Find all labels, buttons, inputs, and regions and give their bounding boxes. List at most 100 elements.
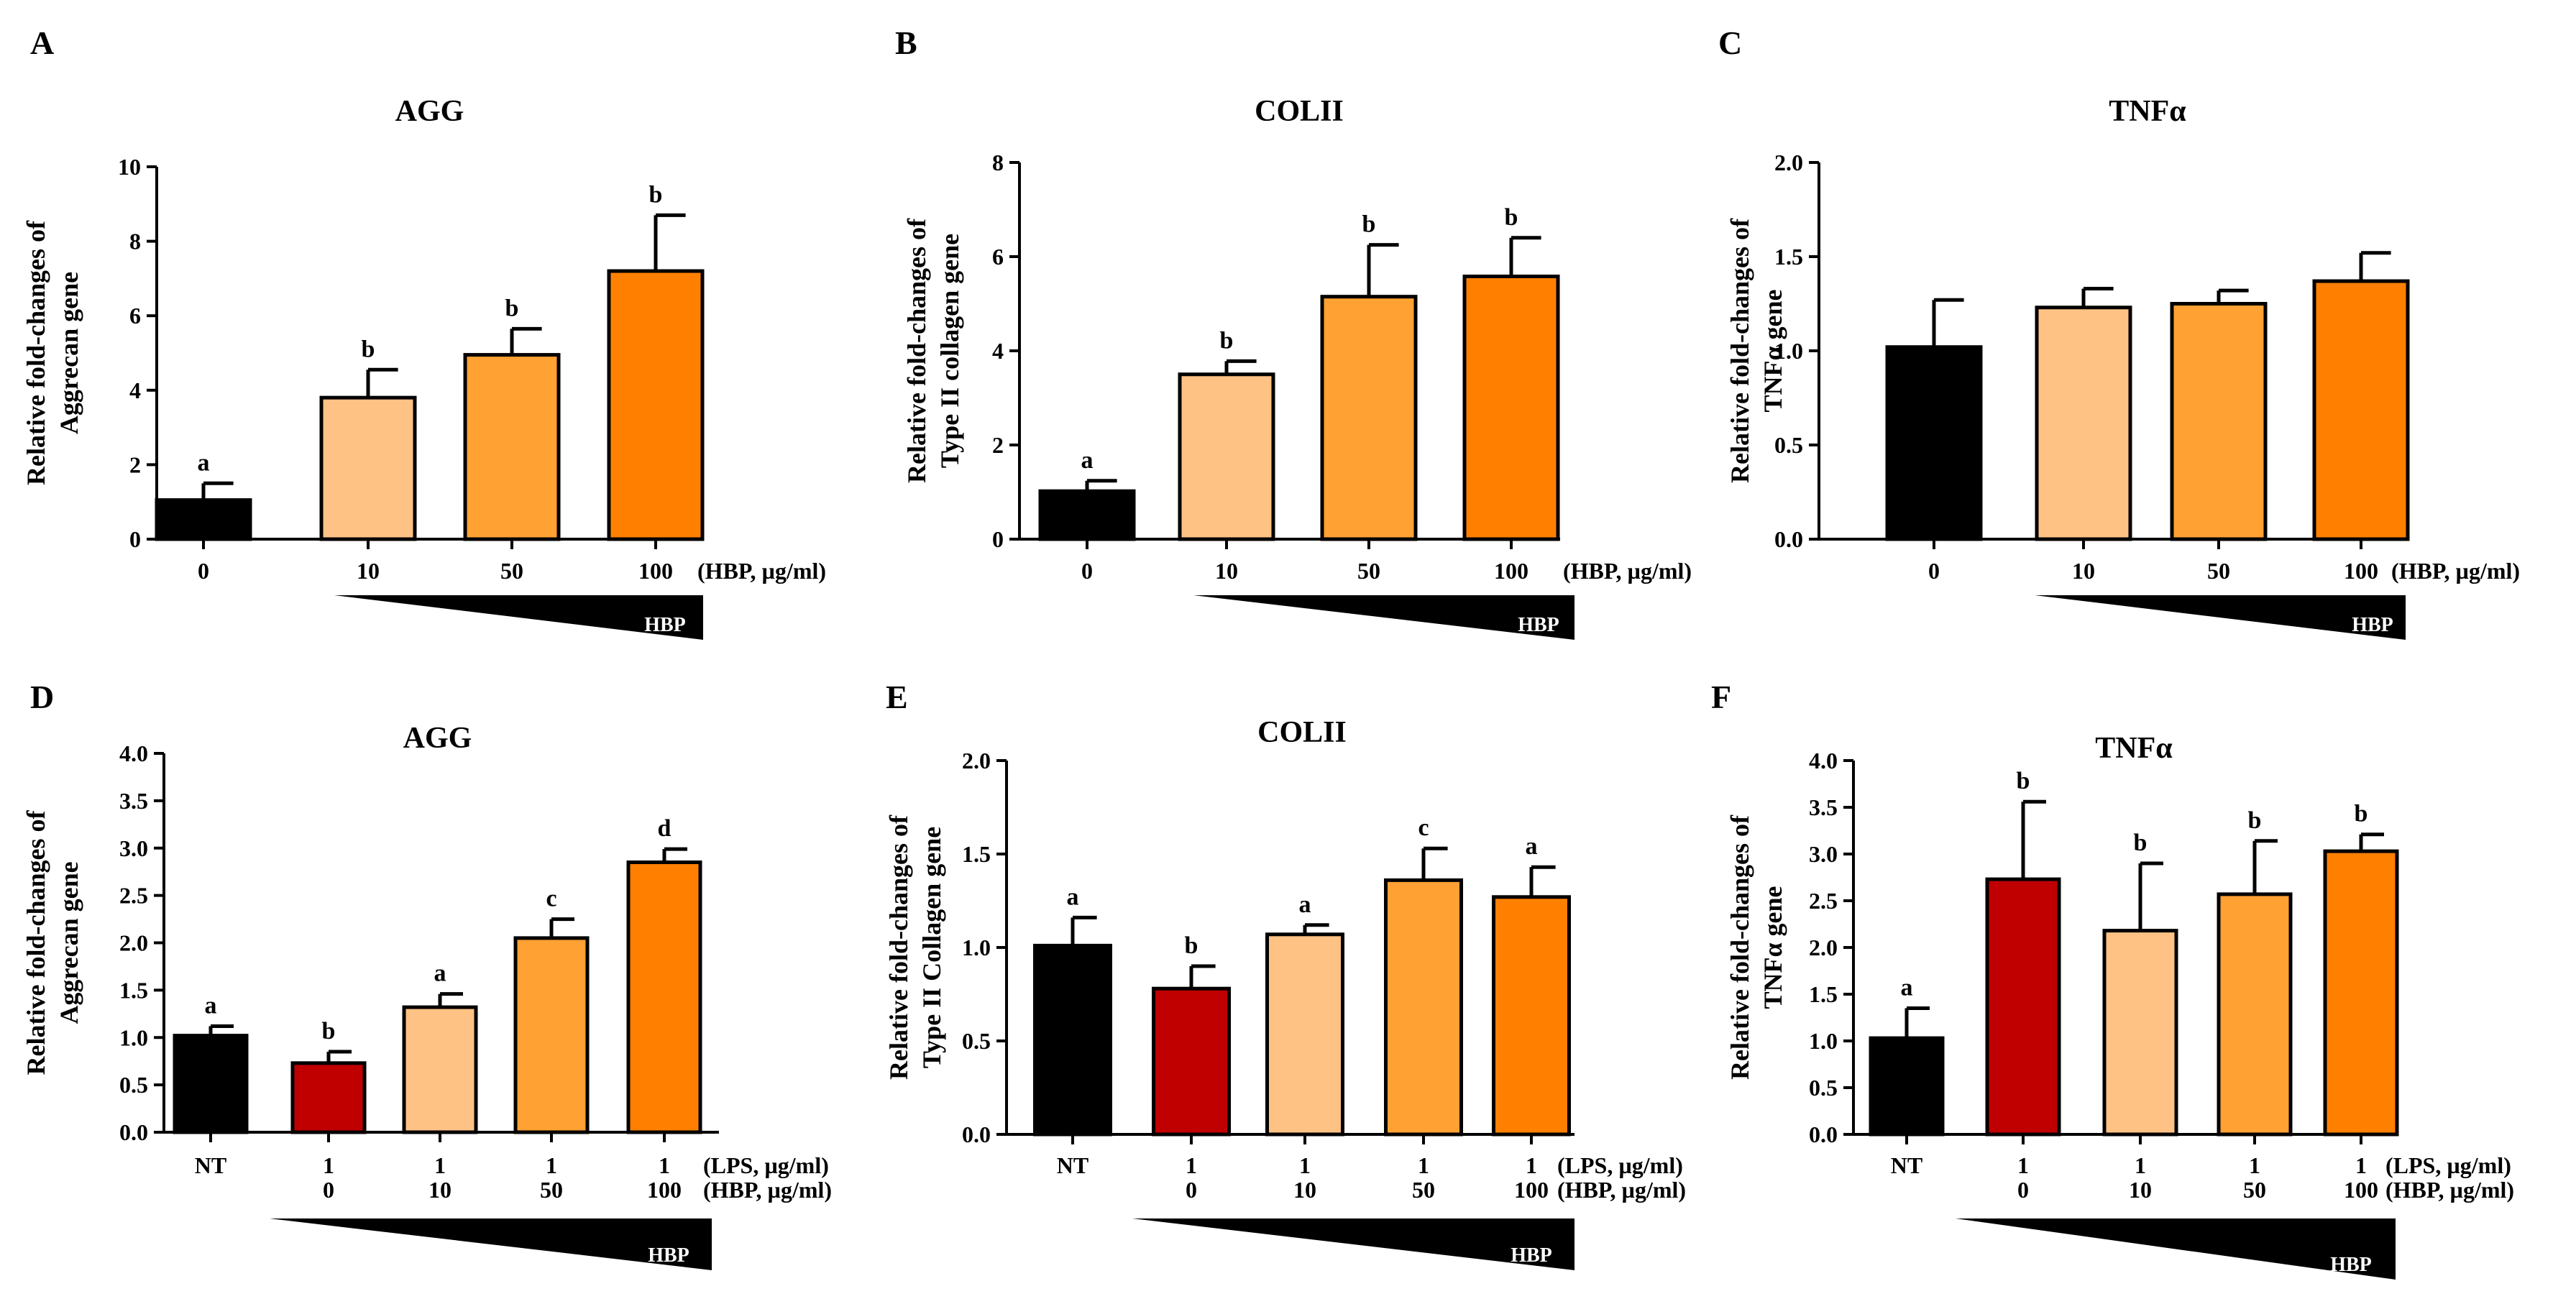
y-tick-label: 2.0	[1774, 150, 1803, 175]
y-axis-label: Aggrecan gene	[55, 861, 83, 1024]
bar	[2035, 306, 2132, 541]
bar	[155, 498, 252, 541]
y-tick-label: 2	[992, 432, 1004, 458]
y-axis-label: TNFα gene	[1759, 289, 1787, 412]
bar	[290, 1061, 367, 1134]
x-tick-label: 100	[638, 558, 673, 584]
x-tick-label: 1	[2017, 1152, 2029, 1178]
x-tick-label: 10	[428, 1177, 452, 1203]
x-unit-label: (HBP, µg/ml)	[1563, 558, 1692, 584]
x-tick-label: 1	[1526, 1152, 1537, 1178]
x-tick-label: 1	[659, 1152, 670, 1178]
y-tick-label: 1.5	[962, 841, 991, 867]
x-tick-label: 100	[1494, 558, 1528, 584]
wedge-label: HBP	[2330, 1254, 2372, 1276]
x-tick-label: 10	[2129, 1177, 2152, 1203]
y-tick-label: 2.0	[962, 748, 991, 774]
chart-title: COLII	[1257, 716, 1347, 749]
significance-label: b	[2355, 801, 2368, 827]
x-tick-label: 10	[2072, 558, 2095, 584]
chart-panel-e: E COLII Relative fold-changes of Type II Co…	[884, 679, 1686, 1270]
y-tick-label: 6	[992, 244, 1004, 270]
y-tick-label: 4.0	[119, 740, 148, 766]
x-tick-label: NT	[1891, 1152, 1922, 1178]
significance-label: a	[434, 960, 446, 987]
significance-label: a	[1081, 447, 1094, 474]
chart-title: AGG	[395, 95, 464, 128]
x-tick-label: 1	[1418, 1152, 1429, 1178]
x-tick-label: 1	[1186, 1152, 1197, 1178]
x-tick-label: 100	[647, 1177, 682, 1203]
y-axis-label: Aggrecan gene	[55, 272, 83, 434]
x-tick-label: 1	[546, 1152, 557, 1178]
x-tick-label: 1	[2135, 1152, 2146, 1178]
y-axis-label: Relative fold-changes of	[22, 220, 50, 485]
x-tick-label: 10	[1215, 558, 1238, 584]
bar	[1462, 275, 1560, 541]
significance-label: b	[2248, 807, 2262, 834]
x-tick-label: 1	[323, 1152, 334, 1178]
y-tick-label: 3.0	[1809, 841, 1838, 867]
hbp-gradient-wedge	[334, 595, 703, 640]
chart-title: AGG	[403, 722, 472, 755]
chart-title: COLII	[1255, 95, 1344, 128]
x-unit-label: (LPS, µg/ml)	[1557, 1152, 1683, 1178]
x-tick-label: 50	[2207, 558, 2230, 584]
panel-letter: F	[1711, 679, 1731, 715]
panel-letter: B	[895, 24, 917, 61]
y-tick-label: 0.5	[1774, 432, 1803, 458]
chart-panel-b: B COLII Relative fold-changes of Type II co…	[895, 24, 1692, 640]
x-tick-label: 1	[2355, 1152, 2367, 1178]
significance-label: d	[658, 815, 671, 842]
x-tick-label: 0	[198, 558, 209, 584]
significance-label: a	[205, 992, 217, 1019]
bar	[1985, 877, 2061, 1137]
x-tick-label: 50	[500, 558, 523, 584]
chart-panel-f: F TNFα Relative fold-changes of TNFα gene 0.…	[1711, 679, 2514, 1280]
panel-letter: D	[30, 679, 54, 715]
x-tick-label: 1	[434, 1152, 446, 1178]
x-tick-label: 0	[1081, 558, 1093, 584]
bar	[1033, 943, 1112, 1137]
y-axis-label: Relative fold-changes of	[22, 810, 50, 1075]
bar	[2312, 279, 2410, 541]
x-unit-label: (HBP, µg/ml)	[2385, 1177, 2514, 1203]
chart-title: TNFα	[2109, 95, 2186, 128]
x-tick-label: 0	[323, 1177, 334, 1203]
significance-label: b	[1185, 932, 1198, 959]
x-unit-label: (LPS, µg/ml)	[703, 1152, 829, 1178]
chart-panel-c: C TNFα Relative fold-changes of TNFα gene 0.…	[1718, 24, 2520, 640]
significance-label: c	[546, 886, 556, 912]
y-axis-label: Relative fold-changes of	[1725, 218, 1754, 483]
hbp-gradient-wedge	[1132, 1218, 1575, 1270]
bar	[1265, 932, 1344, 1137]
significance-label: a	[1526, 833, 1538, 860]
y-tick-label: 2.0	[1809, 935, 1838, 960]
y-tick-label: 0.0	[119, 1119, 148, 1145]
x-tick-label: 1	[2249, 1152, 2260, 1178]
panel-letter: E	[886, 679, 908, 715]
hbp-gradient-wedge	[270, 1218, 712, 1270]
x-tick-label: NT	[1057, 1152, 1088, 1178]
significance-label: b	[1362, 211, 1376, 238]
bar	[1320, 295, 1418, 541]
significance-label: b	[2017, 768, 2030, 794]
x-tick-label: 100	[2344, 558, 2378, 584]
significance-label: a	[1901, 975, 1913, 1001]
x-tick-label: 1	[1299, 1152, 1311, 1178]
bar	[1492, 895, 1571, 1137]
x-tick-label: 10	[357, 558, 380, 584]
y-axis-label: Relative fold-changes of	[1725, 814, 1754, 1080]
x-tick-label: 0	[1928, 558, 1940, 584]
y-tick-label: 1.0	[1774, 338, 1803, 364]
bar	[1869, 1036, 1945, 1137]
bar	[607, 269, 705, 541]
y-tick-label: 6	[129, 303, 141, 329]
y-tick-label: 0.0	[1774, 526, 1803, 552]
significance-label: a	[1067, 883, 1079, 910]
hbp-gradient-wedge	[2035, 595, 2406, 640]
y-tick-label: 1.0	[1809, 1028, 1838, 1054]
bar	[1152, 986, 1231, 1137]
x-tick-label: 100	[2344, 1177, 2378, 1203]
